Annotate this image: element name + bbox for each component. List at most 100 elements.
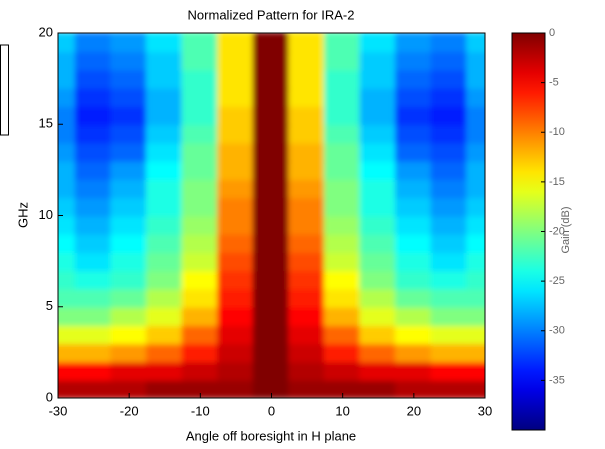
heatmap-cell (323, 123, 362, 144)
heatmap-cell (145, 360, 184, 381)
heatmap-cell (217, 86, 255, 107)
heatmap-cell (217, 287, 255, 308)
heatmap-cell (395, 305, 433, 326)
heatmap-cell (395, 33, 433, 53)
heatmap-cell (58, 105, 77, 126)
heatmap-cell (145, 50, 184, 71)
heatmap-cell (323, 86, 362, 107)
heatmap-cell (74, 305, 113, 326)
heatmap-cell (74, 86, 113, 107)
heatmap-cell (252, 251, 291, 272)
heatmap-cell (359, 269, 398, 290)
colorbar-tick-label: -35 (549, 374, 565, 386)
heatmap-cell (466, 342, 485, 363)
heatmap-cell (181, 159, 220, 180)
heatmap-cell (252, 178, 291, 199)
heatmap-cell (217, 50, 255, 71)
heatmap-cell (181, 123, 220, 144)
heatmap-cell (252, 305, 291, 326)
heatmap-cell (466, 159, 485, 180)
heatmap-cell (58, 33, 77, 53)
heatmap-cell (323, 269, 362, 290)
heatmap-cell (288, 68, 326, 89)
heatmap-cell (217, 232, 255, 253)
heatmap-cell (217, 269, 255, 290)
heatmap-cell (181, 105, 220, 126)
heatmap-cell (74, 123, 113, 144)
heatmap-cell (181, 50, 220, 71)
heatmap-cell (252, 269, 291, 290)
heatmap-cell (58, 141, 77, 162)
heatmap-cell (58, 123, 77, 144)
heatmap-cell (288, 33, 326, 53)
heatmap-cell (58, 232, 77, 253)
heatmap-cell (181, 232, 220, 253)
heatmap-cell (145, 141, 184, 162)
heatmap-cell (145, 33, 184, 53)
heatmap-cell (288, 324, 326, 345)
heatmap-cell (181, 378, 220, 398)
heatmap-cell (359, 360, 398, 381)
heatmap-cell (395, 378, 433, 398)
chart-title: Normalized Pattern for IRA-2 (188, 7, 355, 22)
heatmap-cell (359, 141, 398, 162)
heatmap-cell (288, 123, 326, 144)
heatmap-cell (217, 251, 255, 272)
heatmap-cell (58, 214, 77, 235)
heatmap-cell (288, 178, 326, 199)
heatmap-cell (430, 342, 469, 363)
heatmap-cell (110, 305, 148, 326)
heatmap-cell (323, 50, 362, 71)
heatmap-cell (466, 178, 485, 199)
heatmap-cell (74, 324, 113, 345)
heatmap-cell (58, 305, 77, 326)
heatmap-cell (181, 196, 220, 217)
heatmap-cell (110, 269, 148, 290)
heatmap-cell (359, 86, 398, 107)
y-tick-label: 0 (46, 389, 53, 404)
heatmap-cell (110, 196, 148, 217)
heatmap-cell (252, 68, 291, 89)
colorbar-tick-label: -10 (549, 126, 565, 138)
heatmap-cell (252, 342, 291, 363)
heatmap-cell (252, 141, 291, 162)
heatmap-cell (288, 287, 326, 308)
heatmap-cell (74, 342, 113, 363)
heatmap-cell (430, 196, 469, 217)
heatmap-cell (359, 324, 398, 345)
heatmap-cell (110, 214, 148, 235)
heatmap-cell (395, 105, 433, 126)
heatmap-cell (145, 378, 184, 398)
heatmap-cell (466, 196, 485, 217)
heatmap-cell (110, 287, 148, 308)
heatmap-cell (323, 196, 362, 217)
heatmap-cell (252, 214, 291, 235)
heatmap-cell (110, 105, 148, 126)
heatmap-cell (217, 360, 255, 381)
heatmap-cell (110, 251, 148, 272)
heatmap-cell (395, 68, 433, 89)
x-tick-label: -10 (191, 403, 210, 418)
heatmap-cell (74, 141, 113, 162)
x-axis-label: Angle off boresight in H plane (186, 428, 356, 443)
heatmap-cell (395, 50, 433, 71)
heatmap-cell (359, 196, 398, 217)
heatmap-cell (252, 360, 291, 381)
heatmap-cell (181, 287, 220, 308)
colorbar-tick-label: -30 (549, 325, 565, 337)
heatmap-cell (145, 214, 184, 235)
heatmap-cell (217, 178, 255, 199)
heatmap-cell (323, 232, 362, 253)
heatmap-cell (252, 86, 291, 107)
heatmap-cell (74, 251, 113, 272)
heatmap-cell (323, 287, 362, 308)
heatmap-cell (359, 105, 398, 126)
heatmap-cell (323, 141, 362, 162)
heatmap-cell (430, 305, 469, 326)
heatmap-cell (323, 305, 362, 326)
heatmap-cell (145, 196, 184, 217)
heatmap-cell (110, 178, 148, 199)
heatmap-cell (58, 269, 77, 290)
heatmap-cell (145, 178, 184, 199)
heatmap-cell (58, 342, 77, 363)
